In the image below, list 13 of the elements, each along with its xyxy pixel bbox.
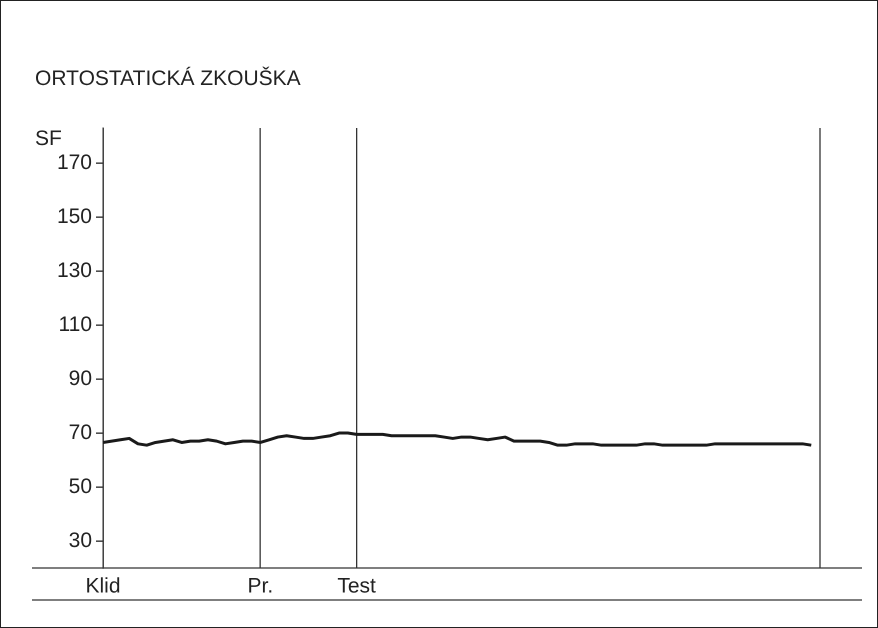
y-tick-label: 90: [68, 366, 92, 390]
y-tick-label: 150: [56, 204, 92, 228]
y-tick-label: 50: [68, 474, 92, 498]
y-tick-label: 130: [56, 258, 92, 282]
x-tick-label: Klid: [85, 574, 121, 598]
y-tick-label: 110: [58, 312, 92, 336]
y-tick-label: 70: [68, 420, 92, 444]
chart-title: ORTOSTATICKÁ ZKOUŠKA: [35, 67, 301, 91]
y-tick-label: 170: [56, 150, 92, 174]
y-axis-title: SF: [35, 127, 62, 151]
x-tick-label: Pr.: [248, 574, 274, 598]
x-tick-label: Test: [337, 574, 376, 598]
y-tick-label: 30: [68, 528, 92, 552]
